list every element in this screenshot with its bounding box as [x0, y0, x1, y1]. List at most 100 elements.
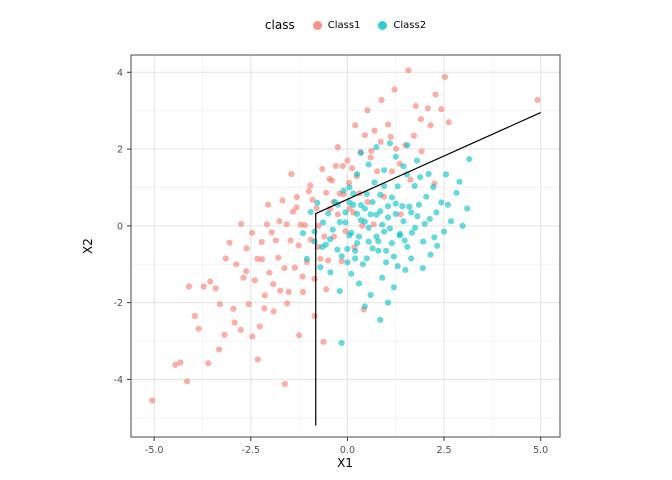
data-point-class2 [369, 198, 376, 206]
data-point-class2 [386, 225, 394, 232]
data-point-class2 [453, 189, 460, 196]
data-point-class1 [256, 323, 263, 330]
data-point-class2 [416, 173, 424, 181]
data-point-class2 [327, 269, 334, 276]
data-point-class2 [379, 274, 386, 281]
data-point-class1 [311, 275, 318, 282]
x-tick-label: 2.5 [436, 445, 451, 456]
data-point-class1 [407, 176, 414, 183]
data-point-class2 [373, 144, 380, 151]
data-point-class1 [254, 255, 261, 262]
data-point-class1 [216, 301, 223, 308]
data-point-class1 [299, 288, 307, 295]
data-point-class1 [334, 144, 341, 151]
data-point-class1 [293, 193, 300, 201]
data-point-class2 [353, 240, 361, 247]
data-point-class1 [285, 288, 292, 295]
data-point-class2 [442, 171, 450, 178]
decision-boundary-line [315, 112, 541, 426]
data-point-class1 [405, 67, 412, 74]
data-point-class2 [386, 140, 394, 147]
data-point-class1 [317, 255, 324, 262]
data-point-class2 [408, 255, 415, 262]
data-point-class1 [378, 96, 385, 104]
data-point-class1 [205, 360, 212, 367]
y-tick-label: 2 [117, 145, 123, 156]
legend-title: class [264, 18, 295, 32]
data-point-class1 [191, 312, 198, 320]
data-point-class2 [314, 199, 321, 206]
data-point-class1 [216, 346, 223, 353]
data-point-class1 [296, 332, 303, 339]
data-point-class2 [388, 240, 395, 247]
data-point-class1 [441, 73, 448, 80]
data-point-class2 [411, 224, 419, 231]
data-point-class2 [311, 228, 318, 235]
data-point-class1 [185, 283, 193, 290]
data-point-class2 [342, 219, 349, 226]
data-point-class2 [361, 303, 368, 310]
data-point-class2 [340, 187, 347, 194]
data-point-class2 [413, 157, 421, 164]
data-point-class2 [361, 205, 368, 212]
data-point-class2 [384, 214, 392, 221]
data-point-class2 [381, 167, 388, 174]
data-point-class2 [353, 170, 361, 178]
data-point-class2 [299, 230, 307, 237]
data-point-class2 [363, 255, 370, 262]
legend: class Class1 Class2 [131, 14, 560, 36]
data-point-class1 [231, 319, 238, 326]
data-point-class2 [423, 193, 430, 200]
data-point-class1 [323, 189, 330, 196]
data-point-class2 [303, 255, 310, 262]
data-point-class1 [313, 205, 320, 212]
x-tick-label: -5.0 [145, 445, 164, 456]
data-point-class2 [363, 190, 370, 198]
data-point-class2 [404, 142, 411, 149]
x-tick-label: -2.5 [242, 445, 261, 456]
data-point-class1 [338, 258, 345, 265]
data-point-class1 [371, 127, 378, 134]
data-point-class1 [325, 257, 332, 264]
data-point-class2 [438, 199, 445, 206]
data-point-class2 [336, 218, 343, 226]
y-tick-label: 4 [117, 68, 123, 79]
legend-entry-class1: Class1 [312, 20, 360, 31]
data-point-class1 [332, 162, 339, 170]
y-axis-title: X2 [81, 238, 95, 254]
data-point-class1 [243, 268, 250, 275]
data-point-class2 [326, 236, 334, 243]
data-point-class2 [319, 243, 326, 251]
data-point-class2 [444, 201, 452, 208]
data-point-class1 [319, 165, 326, 173]
data-point-class2 [377, 208, 384, 215]
data-point-class2 [382, 247, 390, 254]
data-point-class2 [329, 226, 336, 233]
data-point-class2 [365, 238, 372, 245]
data-point-class1 [432, 91, 439, 98]
data-point-class2 [342, 209, 349, 216]
data-point-class1 [397, 211, 404, 218]
data-point-class2 [371, 179, 378, 186]
data-point-class2 [352, 255, 359, 262]
data-point-class1 [207, 278, 214, 285]
data-point-class2 [334, 246, 341, 253]
data-point-class1 [320, 338, 327, 345]
data-point-class1 [534, 96, 541, 104]
data-point-class1 [265, 201, 272, 208]
data-point-class2 [408, 209, 415, 216]
data-point-class1 [307, 182, 314, 189]
data-point-class1 [245, 301, 252, 308]
data-point-class1 [293, 204, 300, 211]
data-point-class1 [305, 188, 312, 195]
data-point-class1 [377, 138, 384, 145]
data-point-class2 [394, 263, 401, 270]
x-tick-label: 0.0 [340, 445, 355, 456]
legend-entry-class2: Class2 [378, 20, 426, 31]
data-point-class1 [287, 237, 294, 244]
data-point-class1 [261, 305, 268, 312]
data-point-class1 [284, 300, 291, 307]
data-point-class1 [364, 107, 371, 114]
data-point-class1 [393, 145, 400, 152]
